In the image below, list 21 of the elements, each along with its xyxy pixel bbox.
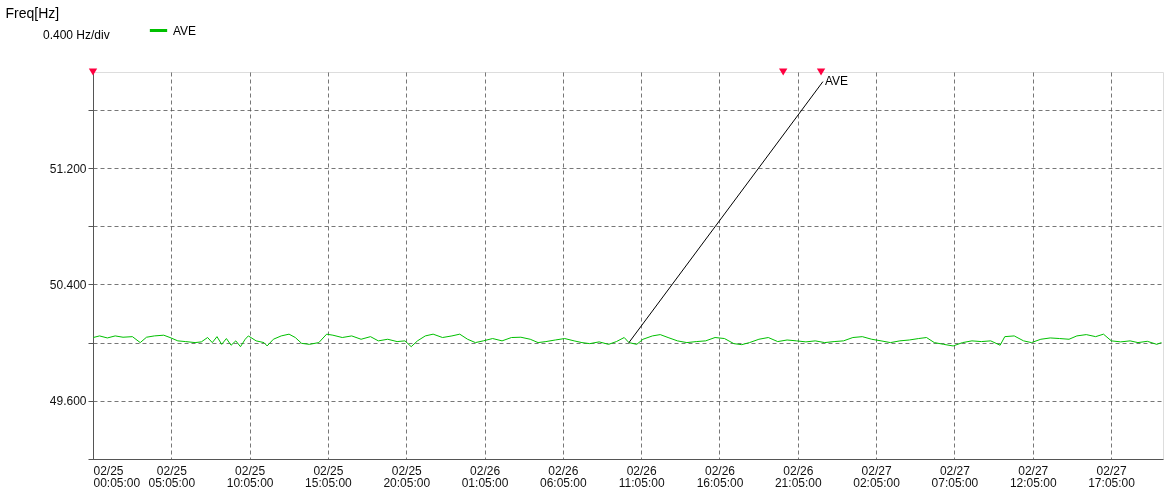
y-axis-title: Freq[Hz] [5, 4, 60, 21]
annotation: AVE [824, 73, 849, 88]
legend-label: AVE [173, 23, 197, 38]
y-tick-label: 51.200 [49, 161, 87, 176]
x-tick-label: 02/27 17:05:00 [1088, 463, 1136, 490]
y-tick-label: 50.400 [49, 277, 87, 292]
x-tick-label: 02/26 06:05:00 [540, 463, 588, 490]
x-tick-label: 02/25 20:05:00 [383, 463, 431, 490]
y-tick-label: 49.600 [49, 394, 87, 409]
x-tick-label: 02/25 10:05:00 [226, 463, 274, 490]
x-tick-label: 02/26 16:05:00 [696, 463, 744, 490]
x-tick-label: 02/27 07:05:00 [931, 463, 979, 490]
x-tick-label: 02/27 12:05:00 [1009, 463, 1057, 490]
x-tick-label: 02/25 00:05:00 [93, 463, 141, 490]
x-tick-label: 02/25 05:05:00 [148, 463, 196, 490]
x-tick-label: 02/26 11:05:00 [618, 463, 665, 490]
x-tick-label: 02/27 02:05:00 [853, 463, 901, 490]
text: 0.400 Hz/div [43, 28, 110, 42]
x-tick-label: 02/25 15:05:00 [305, 463, 353, 490]
x-tick-label: 02/26 21:05:00 [774, 463, 822, 490]
x-tick-label: 02/26 01:05:00 [461, 463, 509, 490]
